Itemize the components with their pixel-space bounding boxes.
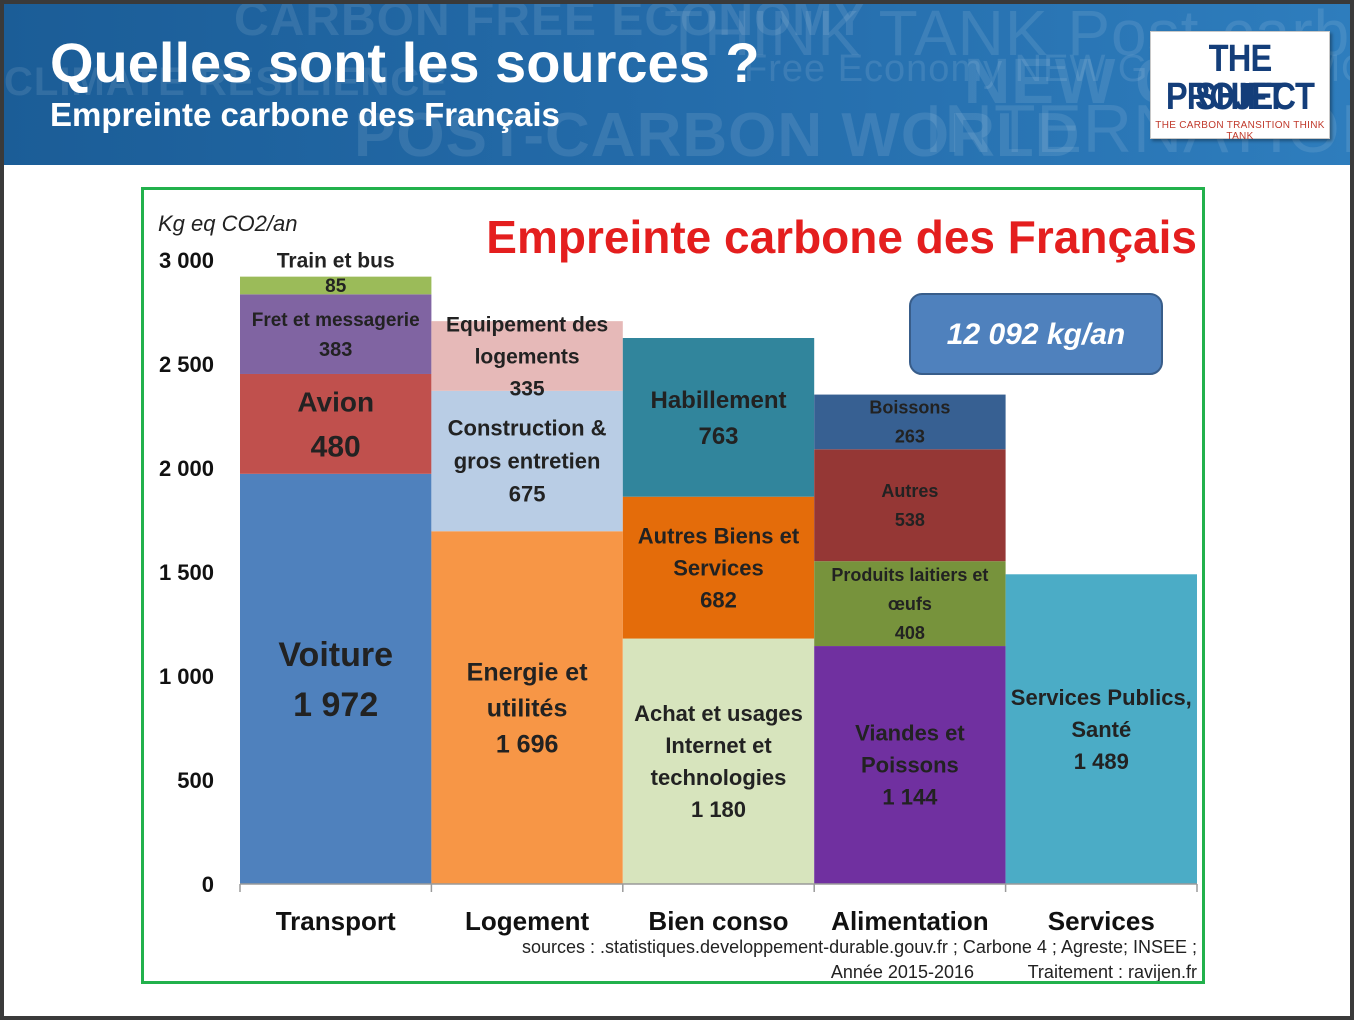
segment-value-label: 480 [311, 430, 361, 463]
watermark-text: CARBON FREE ECONOMY [234, 4, 867, 46]
logo-tagline: THE CARBON TRANSITION THINK TANK [1155, 120, 1325, 142]
bar-segment [814, 394, 1006, 450]
segment-value-label: 85 [325, 276, 347, 297]
y-tick-label: 500 [177, 768, 214, 793]
y-tick-label: 2 500 [159, 352, 214, 377]
y-axis-label: Kg eq CO2/an [158, 211, 297, 236]
segment-name-label: œufs [888, 594, 932, 614]
bar-segment [240, 473, 432, 884]
segment-name-label: Autres [881, 481, 938, 501]
watermark-text: NEW C [964, 45, 1183, 117]
segment-name-label: Avion [297, 387, 374, 418]
bar-segment [814, 646, 1006, 884]
sources-note: sources : .statistiques.developpement-du… [522, 937, 1197, 957]
segment-name-label: technologies [651, 765, 787, 790]
segment-name-label: Santé [1071, 717, 1131, 742]
segment-name-label: Habillement [650, 387, 786, 414]
segment-name-label: Services [673, 555, 764, 580]
category-label: Services [1048, 906, 1155, 936]
slide: CARBON FREE ECONOMY THINK TANK Post-carb… [4, 4, 1350, 1016]
bar-segment [622, 496, 815, 639]
bar-segment [431, 321, 623, 391]
year-note: Année 2015-2016 [831, 962, 974, 981]
chart-title: Empreinte carbone des Français [486, 211, 1197, 263]
bar-segment [1005, 574, 1197, 884]
bar-segment [240, 373, 432, 474]
segment-name-label: Fret et messagerie [252, 310, 420, 331]
segment-value-label: 408 [895, 623, 925, 643]
total-box: 12 092 kg/an [909, 293, 1163, 375]
segment-name-label: Produits laitiers et [831, 565, 988, 585]
category-label: Transport [276, 906, 396, 936]
y-tick-label: 1 500 [159, 560, 214, 585]
bar-segment [622, 338, 815, 497]
watermark-text: POST-CARBON WORLD [354, 101, 1081, 165]
segment-name-label: Services Publics, [1011, 685, 1192, 710]
treatment-note: Traitement : ravijen.fr [1028, 962, 1197, 981]
page-subtitle: Empreinte carbone des Français [50, 96, 560, 133]
segment-value-label: 263 [895, 427, 925, 447]
segment-value-label: 682 [700, 587, 737, 612]
category-label: Bien conso [648, 906, 788, 936]
segment-name-label: Equipement des [446, 313, 608, 336]
y-tick-label: 2 000 [159, 456, 214, 481]
segment-value-label: 383 [319, 339, 352, 361]
page-title: Quelles sont les sources ? [50, 31, 760, 94]
logo-line2: PROJECT [1165, 76, 1315, 118]
segment-value-label: 538 [895, 510, 925, 530]
bar-segment [814, 561, 1006, 647]
segment-name-label: Viandes et [855, 721, 965, 746]
y-tick-label: 1 000 [159, 664, 214, 689]
segment-name-label: Internet et [665, 733, 772, 758]
segment-name-label: Autres Biens et [638, 523, 800, 548]
segment-value-label: 335 [510, 377, 545, 400]
x-axis-group [239, 883, 1198, 892]
category-label: Logement [465, 906, 590, 936]
y-tick-label: 3 000 [159, 248, 214, 273]
bar-segment [814, 449, 1006, 562]
segment-value-label: 1 696 [496, 730, 559, 758]
segment-value-label: 1 144 [882, 785, 938, 810]
y-tick-label: 0 [202, 872, 214, 897]
bars-group: Voiture 1 972 Avion 480 Fret et messagerie 38… [240, 250, 1197, 884]
segment-name-label: Achat et usages [634, 701, 803, 726]
bar-segment [240, 294, 432, 374]
segment-value-label: 763 [698, 423, 738, 450]
stacked-bar-chart: Kg eq CO2/an Empreinte carbone des Franç… [158, 211, 1198, 982]
segment-value-label: 1 972 [293, 686, 378, 724]
segment-value-label: 675 [509, 482, 546, 507]
segment-name-label: Train et bus [277, 250, 395, 273]
segment-value-label: 1 489 [1074, 749, 1129, 774]
shift-project-logo: THE SHIFT PROJECT THE CARBON TRANSITION … [1150, 31, 1330, 142]
bar-segment [622, 638, 815, 884]
segment-name-label: Boissons [869, 398, 950, 418]
segment-name-label: Poissons [861, 753, 959, 778]
watermark-text: CLIMATE RESILIENCE [4, 60, 448, 104]
total-label: 12 092 kg/an [947, 318, 1125, 351]
category-labels-group: Transport Logement Bien conso Alimentation S… [276, 906, 1155, 936]
chart-frame: Kg eq CO2/an Empreinte carbone des Franç… [141, 187, 1205, 984]
segment-name-label: Energie et [467, 658, 589, 686]
logo-line1: THE SHIFT [1194, 38, 1286, 118]
y-ticks-group: 0 500 1 000 1 500 2 000 2 500 3 000 [159, 248, 214, 897]
bar-segment [431, 390, 623, 532]
bar-segment [240, 276, 432, 295]
segment-name-label: Construction & [448, 416, 607, 441]
segment-name-label: utilités [487, 694, 568, 722]
segment-value-label: 1 180 [691, 797, 746, 822]
category-label: Alimentation [831, 906, 988, 936]
header-banner: CARBON FREE ECONOMY THINK TANK Post-carb… [4, 4, 1350, 165]
segment-name-label: Voiture [278, 636, 393, 674]
segment-name-label: gros entretien [454, 449, 601, 474]
segment-name-label: logements [475, 345, 580, 368]
bar-segment [431, 531, 623, 884]
